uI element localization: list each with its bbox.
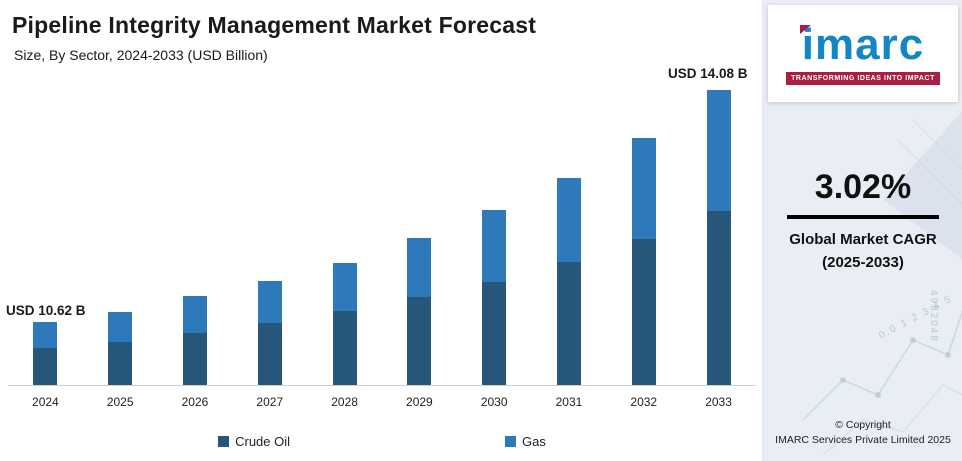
legend-swatch-gas bbox=[505, 436, 517, 447]
x-axis-label-2032: 2032 bbox=[630, 395, 658, 409]
bar-segment-crude-oil bbox=[556, 262, 581, 385]
bar-group-2033: 2033 bbox=[705, 85, 732, 409]
stacked-bar-2026 bbox=[182, 296, 207, 385]
chart-legend: Crude Oil Gas bbox=[8, 434, 756, 449]
copyright-line1: © Copyright bbox=[835, 418, 891, 431]
imarc-logo-card: imarc TRANSFORMING IDEAS INTO IMPACT bbox=[768, 5, 958, 102]
watermark-number: 0.0 1 2 3 4 5 bbox=[877, 293, 955, 342]
cagr-label-line1: Global Market CAGR bbox=[789, 231, 937, 248]
stacked-bar-2031 bbox=[556, 178, 581, 385]
copyright: © Copyright IMARC Services Private Limit… bbox=[763, 418, 962, 450]
cagr-value: 3.02% bbox=[814, 168, 912, 206]
bar-group-2032: 2032 bbox=[630, 85, 657, 409]
legend-label-crude-oil: Crude Oil bbox=[235, 434, 291, 449]
copyright-line2: IMARC Services Private Limited 2025 bbox=[775, 434, 951, 447]
x-axis-label-2030: 2030 bbox=[480, 395, 508, 409]
stacked-bar-2028 bbox=[332, 263, 357, 385]
bar-chart: 2024 2025 2026 2027 2028 2029 2030 2031 2032 2033 bbox=[8, 85, 756, 409]
x-axis-label-2027: 2027 bbox=[256, 395, 284, 409]
x-axis-label-2028: 2028 bbox=[331, 395, 358, 409]
stacked-bar-2032 bbox=[631, 138, 656, 385]
stacked-bar-2027 bbox=[257, 281, 282, 385]
bar-segment-gas bbox=[257, 281, 282, 323]
bar-segment-gas bbox=[631, 138, 656, 239]
cagr-label-line2: (2025-2033) bbox=[822, 253, 904, 271]
bar-segment-crude-oil bbox=[706, 211, 731, 385]
bar-segment-gas bbox=[482, 210, 507, 282]
stacked-bar-2030 bbox=[482, 210, 507, 385]
stacked-bar-2025 bbox=[108, 312, 133, 385]
legend-swatch-crude-oil bbox=[218, 436, 230, 447]
bar-group-2031: 2031 bbox=[556, 85, 582, 409]
x-axis-label-2026: 2026 bbox=[181, 395, 209, 409]
bar-group-2024: 2024 bbox=[32, 85, 59, 409]
chart-panel: Pipeline Integrity Management Market For… bbox=[6, 12, 756, 449]
cagr-block: 3.02% Global Market CAGR (2025-2033) bbox=[763, 168, 962, 274]
watermark-number: 4982048 bbox=[928, 290, 939, 343]
bar-group-2030: 2030 bbox=[481, 85, 508, 409]
stacked-bar-2033 bbox=[706, 90, 731, 385]
bar-segment-crude-oil bbox=[182, 333, 207, 385]
x-axis-label-2025: 2025 bbox=[106, 395, 134, 409]
legend-item-gas: Gas bbox=[505, 434, 546, 449]
bar-segment-gas bbox=[182, 296, 207, 333]
bar-segment-crude-oil bbox=[332, 311, 357, 385]
imarc-logo-flag-icon bbox=[799, 24, 811, 34]
imarc-logo-text: imarc bbox=[801, 19, 925, 69]
x-axis-line bbox=[8, 385, 756, 386]
bar-group-2027: 2027 bbox=[256, 85, 283, 409]
bar-segment-crude-oil bbox=[33, 348, 58, 385]
page-subtitle: Size, By Sector, 2024-2033 (USD Billion) bbox=[14, 47, 268, 63]
bar-segment-gas bbox=[332, 263, 357, 311]
bar-group-2025: 2025 bbox=[107, 85, 134, 409]
stacked-bar-2029 bbox=[407, 238, 432, 385]
sidebar: 4982048 0.0 1 2 3 4 5 imarc TRANSFORMING… bbox=[762, 0, 962, 461]
bar-segment-gas bbox=[108, 312, 133, 342]
page-title: Pipeline Integrity Management Market For… bbox=[12, 12, 537, 38]
bar-group-2029: 2029 bbox=[406, 85, 433, 409]
bar-segment-crude-oil bbox=[482, 282, 507, 385]
imarc-logo: imarc bbox=[799, 19, 925, 69]
bar-segment-gas bbox=[706, 90, 731, 211]
bar-group-2028: 2028 bbox=[331, 85, 358, 409]
bar-segment-gas bbox=[556, 178, 581, 262]
bar-segment-crude-oil bbox=[108, 342, 133, 385]
x-axis-label-2024: 2024 bbox=[32, 395, 59, 409]
bar-segment-crude-oil bbox=[407, 297, 432, 385]
stacked-bar-2024 bbox=[33, 322, 58, 385]
bar-segment-crude-oil bbox=[631, 239, 656, 385]
imarc-tagline: TRANSFORMING IDEAS INTO IMPACT bbox=[786, 71, 940, 85]
bar-segment-gas bbox=[407, 238, 432, 297]
cagr-underline bbox=[787, 215, 939, 219]
bar-segment-crude-oil bbox=[257, 323, 282, 385]
annotation-2033-total: USD 14.08 B bbox=[668, 66, 748, 81]
x-axis-label-2033: 2033 bbox=[705, 395, 732, 409]
x-axis-label-2031: 2031 bbox=[555, 395, 583, 409]
legend-item-crude-oil: Crude Oil bbox=[218, 434, 290, 449]
annotation-2024-total: USD 10.62 B bbox=[6, 303, 86, 318]
legend-label-gas: Gas bbox=[522, 434, 546, 449]
bar-group-2026: 2026 bbox=[182, 85, 208, 409]
x-axis-label-2029: 2029 bbox=[406, 395, 433, 409]
bar-segment-gas bbox=[33, 322, 58, 348]
